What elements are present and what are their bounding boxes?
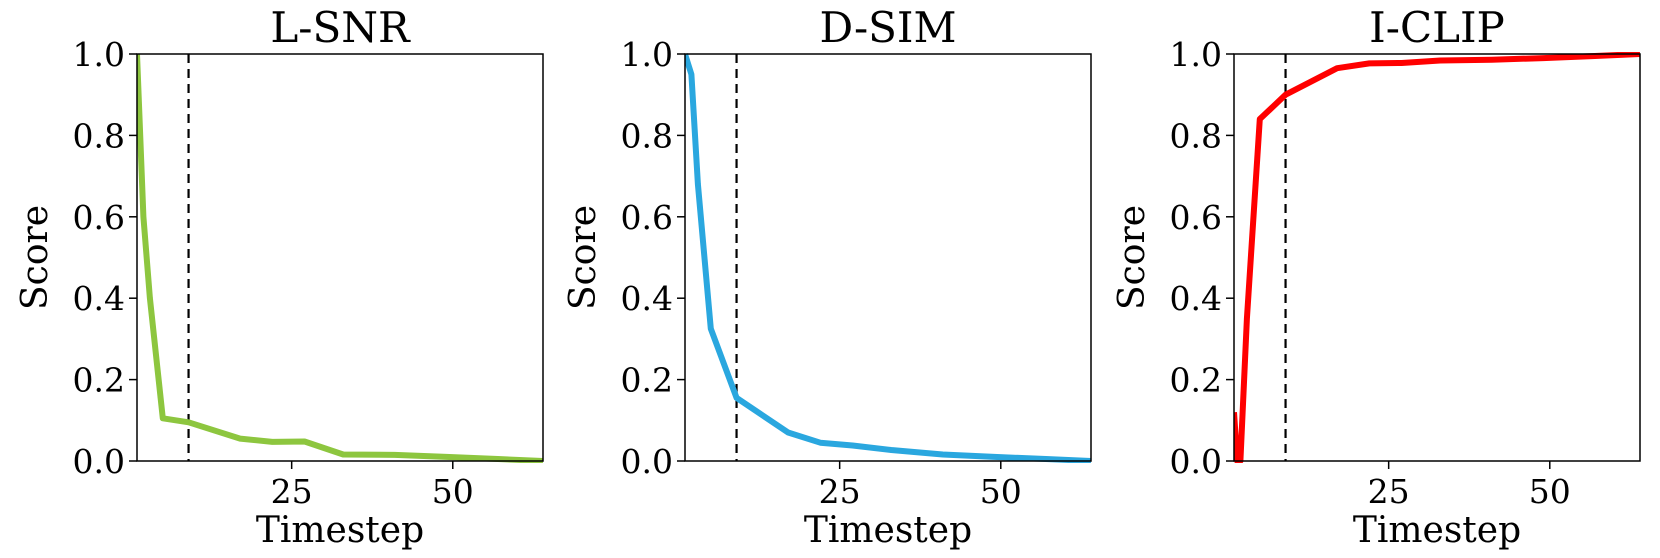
y-tick-label: 0.4	[1170, 279, 1222, 318]
x-tick-label: 25	[1368, 472, 1410, 511]
plot-frame	[684, 53, 1092, 462]
y-axis-label: Score	[1112, 205, 1153, 310]
y-tick-label: 0.0	[621, 442, 673, 481]
x-axis-label: Timestep	[256, 510, 424, 551]
series-line-1	[137, 53, 543, 463]
series-line-1	[685, 53, 1091, 463]
y-tick-label: 0.4	[73, 279, 125, 318]
y-axis-label: Score	[563, 205, 604, 310]
plot-frame	[1233, 53, 1641, 462]
x-tick-label: 25	[819, 472, 861, 511]
y-tick-label: 0.4	[621, 279, 673, 318]
y-tick-label: 0.6	[621, 198, 673, 237]
y-tick-label: 1.0	[621, 35, 673, 74]
y-tick-label: 1.0	[73, 35, 125, 74]
chart-title: L-SNR	[270, 3, 411, 52]
x-axis-label: Timestep	[1353, 510, 1521, 551]
y-tick-label: 0.0	[1170, 442, 1222, 481]
y-tick-label: 0.2	[73, 361, 125, 400]
y-tick-label: 0.8	[73, 116, 125, 155]
chart-title: I-CLIP	[1369, 3, 1505, 52]
y-tick-label: 0.8	[1170, 116, 1222, 155]
x-tick-label: 25	[271, 472, 313, 511]
y-tick-label: 0.6	[73, 198, 125, 237]
chart-title: D-SIM	[819, 3, 956, 52]
x-tick-label: 50	[1529, 472, 1571, 511]
plot-frame	[136, 53, 544, 462]
x-axis-label: Timestep	[804, 510, 972, 551]
series-line-1	[1234, 52, 1640, 463]
x-tick-label: 50	[980, 472, 1022, 511]
y-tick-label: 0.8	[621, 116, 673, 155]
y-tick-label: 0.0	[73, 442, 125, 481]
y-tick-label: 0.2	[621, 361, 673, 400]
y-axis-label: Score	[15, 205, 56, 310]
y-tick-label: 1.0	[1170, 35, 1222, 74]
x-tick-label: 50	[432, 472, 474, 511]
y-tick-label: 0.6	[1170, 198, 1222, 237]
y-tick-label: 0.2	[1170, 361, 1222, 400]
